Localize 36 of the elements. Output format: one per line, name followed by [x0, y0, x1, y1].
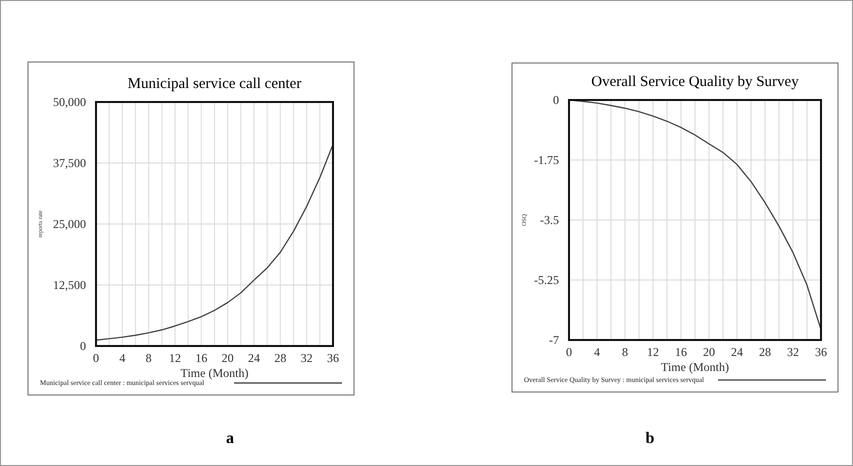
x-tick-label: 32: [300, 351, 313, 365]
y-tick-label: 50,000: [53, 95, 86, 109]
text: a: [226, 430, 234, 447]
y-tick-label: -7: [549, 333, 559, 347]
y-tick-label: -5.25: [534, 273, 559, 287]
x-tick-label: 12: [169, 351, 181, 365]
x-axis-title: Time (Month): [180, 366, 248, 380]
line-series: [95, 144, 334, 341]
y-tick-label: 37,500: [53, 156, 86, 170]
x-tick-label: 32: [787, 345, 799, 359]
y-tick-label: -1.75: [534, 153, 559, 167]
x-tick-label: 36: [327, 351, 339, 365]
y-tick-label: -3.5: [540, 213, 559, 227]
x-tick-label: 0: [93, 351, 99, 365]
chart-title: Overall Service Quality by Survey: [591, 74, 800, 90]
x-tick-label: 16: [675, 345, 687, 359]
chart-title: Municipal service call center: [128, 76, 302, 92]
x-axis-title: Time (Month): [661, 360, 729, 374]
x-tick-label: 24: [731, 345, 743, 359]
x-tick-label: 20: [703, 345, 715, 359]
x-tick-label: 28: [274, 351, 286, 365]
x-tick-label: 8: [146, 351, 152, 365]
x-tick-label: 8: [622, 345, 628, 359]
y-tick-label: 25,000: [53, 217, 86, 231]
y-tick-label: 0: [553, 93, 559, 107]
x-tick-label: 28: [759, 345, 771, 359]
x-tick-label: 20: [222, 351, 234, 365]
x-tick-label: 16: [195, 351, 208, 365]
x-tick-label: 4: [594, 345, 600, 359]
y-tick-label: 12,500: [53, 278, 86, 292]
x-tick-label: 4: [119, 351, 126, 365]
text: b: [646, 430, 655, 447]
x-tick-label: 24: [248, 351, 260, 365]
x-tick-label: 0: [566, 345, 572, 359]
x-tick-label: 36: [815, 345, 827, 359]
x-tick-label: 12: [647, 345, 659, 359]
